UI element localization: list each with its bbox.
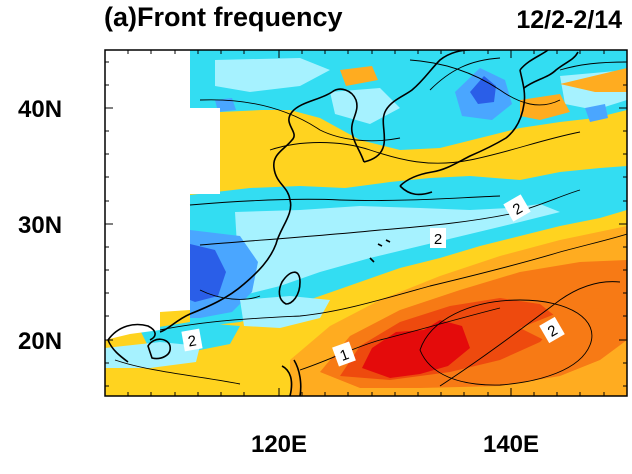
contour-label: 2 — [434, 231, 442, 248]
coastlines — [107, 50, 579, 396]
lat-tick-label-20n: 20N — [18, 328, 62, 355]
contour-label: 2 — [187, 332, 198, 350]
lat-tick-label-30n: 30N — [18, 212, 62, 239]
contour-label-box — [539, 316, 565, 344]
contour-label-box — [503, 194, 531, 222]
contour-lines — [114, 57, 627, 387]
tick-marks — [105, 50, 627, 396]
lat-tick-label-40n: 40N — [18, 96, 62, 123]
map-frame — [104, 49, 628, 397]
contour-label-box — [332, 341, 356, 367]
contour-label-box — [181, 328, 203, 352]
figure-title: (a)Front frequency — [104, 2, 343, 32]
contour-label-box — [430, 228, 446, 248]
contour-label-group: 2 2 2 1 2 — [181, 194, 565, 367]
lon-tick-label-140e: 140E — [483, 431, 539, 458]
no-data-region — [105, 50, 220, 340]
period-label: 12/2-2/14 — [516, 6, 622, 34]
lon-tick-label-120e: 120E — [251, 431, 307, 458]
